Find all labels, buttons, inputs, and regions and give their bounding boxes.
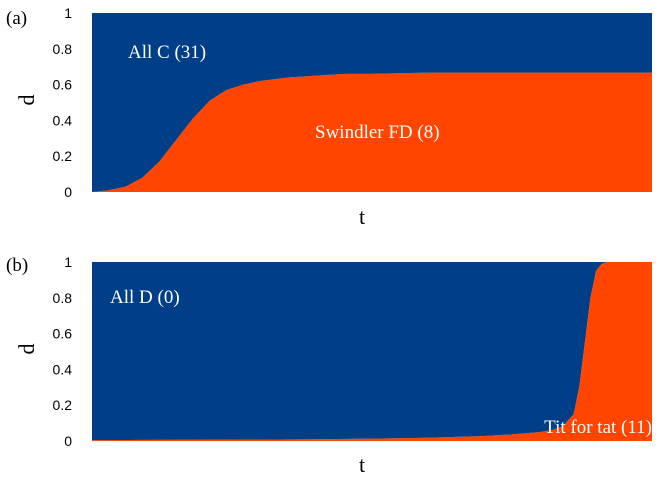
- series-label-all-d: All D (0): [110, 287, 180, 308]
- panel-label-a: (a): [6, 8, 27, 29]
- y-tick-label-a: 0.8: [53, 41, 73, 57]
- y-tick-label-a: 1: [64, 5, 72, 21]
- y-tick-label-b: 0.6: [53, 326, 73, 342]
- y-tick-label-a: 0.4: [53, 112, 73, 128]
- y-ticks-a: 0 0.2 0.4 0.6 0.8 1: [53, 5, 73, 200]
- series-label-all-c: All C (31): [128, 42, 206, 63]
- plot-area-a: [92, 13, 652, 192]
- area-b-series-1: [92, 262, 652, 441]
- panel-a: (a) t d 0 0.2 0.4 0.6 0.8 1 All C (31) Swindl…: [6, 5, 652, 229]
- panel-b: (b) t d 0 0.2 0.4 0.6 0.8 1 All D (0) Tit for…: [6, 254, 652, 477]
- area-b-series-0: [92, 262, 652, 441]
- series-labels-a: All C (31) Swindler FD (8): [128, 42, 440, 143]
- panel-label-b: (b): [6, 255, 28, 276]
- y-axis-label-a: d: [14, 95, 39, 106]
- y-axis-label-b: d: [14, 344, 39, 355]
- y-tick-label-b: 0.4: [53, 361, 73, 377]
- series-labels-b: All D (0) Tit for tat (11): [110, 287, 652, 438]
- series-label-swindler-fd: Swindler FD (8): [315, 122, 440, 143]
- y-tick-label-a: 0: [64, 184, 72, 200]
- y-tick-label-b: 1: [64, 254, 72, 270]
- y-tick-label-b: 0.2: [53, 397, 73, 413]
- y-tick-label-a: 0.6: [53, 77, 73, 93]
- area-a-series-1: [92, 13, 652, 192]
- y-ticks-b: 0 0.2 0.4 0.6 0.8 1: [53, 254, 73, 449]
- area-a-series-0: [92, 72, 652, 192]
- y-tick-label-b: 0.8: [53, 290, 73, 306]
- plot-area-b: [92, 262, 652, 441]
- y-tick-label-a: 0.2: [53, 148, 73, 164]
- series-label-tit-for-tat: Tit for tat (11): [544, 417, 652, 438]
- x-axis-label-a: t: [359, 204, 365, 229]
- y-tick-label-b: 0: [64, 433, 72, 449]
- x-axis-label-b: t: [359, 452, 365, 477]
